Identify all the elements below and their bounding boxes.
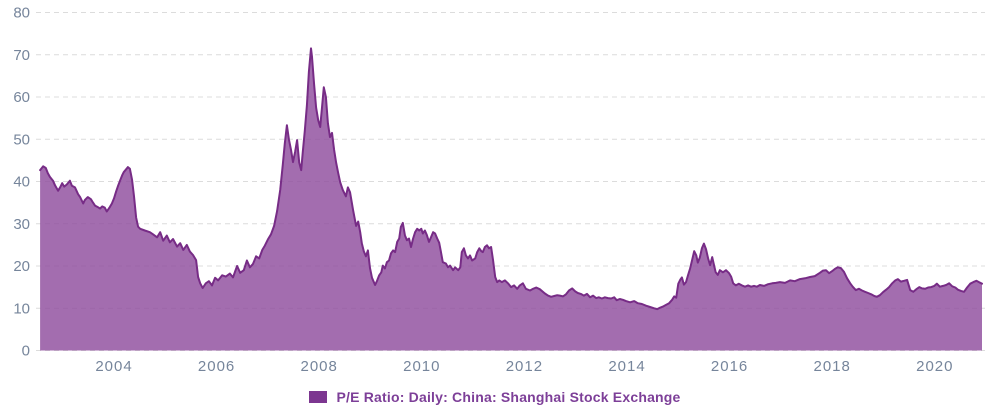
series-line [39,47,983,311]
chart-legend: P/E Ratio: Daily: China: Shanghai Stock … [0,382,990,412]
y-tick-label: 80 [13,5,30,22]
x-tick-label: 2008 [301,358,338,375]
x-tick-label: 2010 [403,358,440,375]
chart-plot-area: 0 10 20 30 40 50 60 70 80 2004 2006 2008 2010 2012 201… [13,5,985,375]
legend-label: P/E Ratio: Daily: China: Shanghai Stock … [336,389,681,405]
legend-swatch [309,391,328,403]
x-tick-label: 2012 [506,358,543,375]
y-tick-label: 60 [13,89,30,106]
y-tick-label: 40 [13,174,30,191]
x-tick-label: 2020 [916,358,953,375]
x-tick-label: 2014 [608,358,645,375]
y-tick-label: 0 [22,343,30,360]
y-tick-label: 70 [13,47,30,64]
x-tick-label: 2018 [814,358,851,375]
x-tick-label: 2006 [198,358,235,375]
y-tick-label: 10 [13,300,30,317]
x-tick-label: 2016 [711,358,748,375]
y-tick-label: 30 [13,216,30,233]
y-tick-label: 50 [13,131,30,148]
y-tick-label: 20 [13,258,30,275]
series-area-fill [40,48,983,351]
pe-ratio-area-chart: 0 10 20 30 40 50 60 70 80 2004 2006 2008 2010 2012 201… [13,5,985,375]
x-tick-label: 2004 [95,358,132,375]
